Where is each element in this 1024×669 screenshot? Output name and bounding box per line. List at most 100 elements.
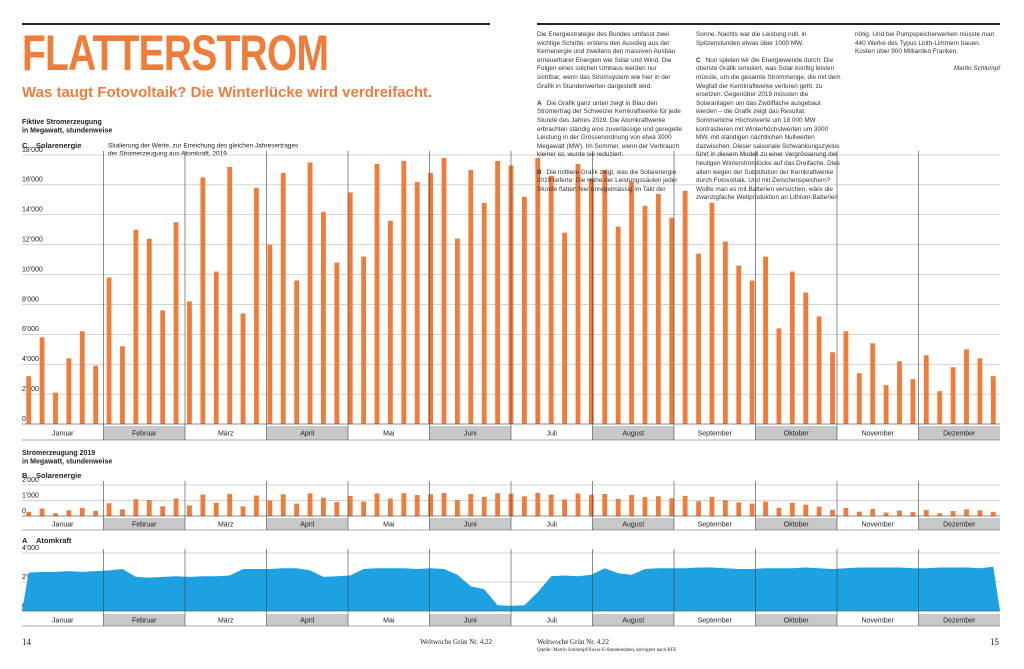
month-label: Januar	[52, 430, 74, 437]
bar	[964, 349, 969, 424]
bar	[615, 226, 621, 424]
y-tick-label: 0	[22, 416, 26, 423]
month-band	[266, 518, 348, 530]
bar	[39, 337, 45, 424]
bar	[789, 271, 795, 424]
bar	[655, 193, 661, 424]
bar	[160, 310, 166, 424]
bar	[173, 498, 179, 516]
month-band	[103, 518, 185, 530]
bar	[843, 331, 849, 424]
bar	[321, 211, 326, 424]
month-band	[592, 614, 674, 626]
bar	[830, 509, 835, 516]
bar	[428, 494, 434, 516]
month-band	[755, 518, 837, 530]
page-number: 15	[990, 637, 999, 647]
month-label: Januar	[52, 617, 74, 624]
bar	[722, 241, 728, 424]
month-band	[918, 518, 1000, 530]
bar	[280, 494, 286, 516]
y-tick-label: 18'000	[22, 147, 43, 154]
bar	[669, 217, 675, 424]
bar	[39, 508, 45, 516]
month-band	[429, 614, 511, 626]
month-label: März	[218, 430, 234, 437]
y-tick-label: 16'000	[22, 177, 43, 184]
bar	[575, 163, 581, 424]
bar	[696, 253, 701, 424]
bar	[93, 510, 99, 516]
bar	[521, 496, 527, 516]
bar	[66, 358, 72, 424]
month-label: Februar	[132, 521, 157, 528]
y-tick-label: 4'000	[22, 545, 39, 552]
bar	[562, 232, 568, 424]
month-label: Oktober	[784, 430, 810, 437]
bar	[79, 331, 85, 424]
bar	[776, 328, 782, 424]
month-label: Dezember	[943, 521, 976, 528]
paragraph-text: Nun spielen wir die Energiewende durch: …	[696, 31, 995, 202]
paragraph-text: Die Energiestrategie des Bundes umfasst …	[537, 31, 676, 90]
bar	[307, 162, 313, 424]
author: Martin Schlumpf	[953, 65, 1000, 73]
bar	[642, 205, 648, 424]
annotation: Skalierung der Werte, zur Erreichung des…	[108, 143, 299, 150]
bar	[441, 157, 447, 424]
bar	[749, 503, 755, 516]
bar	[280, 172, 286, 424]
bar	[669, 498, 675, 516]
bar	[106, 277, 112, 424]
bar	[468, 493, 474, 516]
bar	[883, 512, 889, 516]
bar	[870, 343, 876, 424]
bar	[615, 498, 621, 516]
month-band	[103, 614, 185, 626]
source: Quelle: Martin Schlumpf/Swiss-E-Stundend…	[537, 648, 677, 653]
issue: Weltwoche Grün Nr. 4.22	[420, 638, 492, 646]
bar	[374, 493, 380, 516]
panel-letter: C	[22, 141, 28, 150]
bar	[334, 262, 340, 424]
month-band	[592, 426, 674, 440]
bar	[26, 376, 32, 424]
paragraph-marker: C	[696, 56, 701, 64]
month-label: Juni	[464, 521, 477, 528]
bar	[187, 301, 192, 424]
month-label: Juli	[546, 521, 557, 528]
month-label: September	[698, 617, 733, 624]
month-band	[429, 426, 511, 440]
bar	[575, 493, 581, 516]
bar	[776, 507, 782, 516]
bar	[588, 178, 594, 424]
month-label: Februar	[132, 430, 157, 437]
bar	[856, 373, 862, 424]
bar	[950, 511, 956, 516]
bar	[709, 202, 715, 424]
bar	[388, 498, 393, 516]
bar	[414, 181, 420, 424]
month-label: Januar	[52, 521, 74, 528]
paragraph-text: Die mittlere Grafik zeigt, was die Solar…	[537, 31, 807, 193]
panel-letter: A	[22, 536, 28, 545]
bar	[93, 365, 99, 424]
bar	[709, 496, 715, 516]
page-number: 14	[22, 637, 31, 647]
bar	[401, 160, 407, 424]
bar	[120, 509, 125, 516]
bar	[789, 502, 795, 516]
bar	[240, 313, 246, 424]
month-band	[103, 426, 185, 440]
bar	[977, 510, 983, 516]
bar	[803, 504, 809, 516]
chart-heading: Fiktive Stromerzeugung	[22, 119, 102, 126]
bar	[294, 280, 300, 424]
bar	[267, 244, 273, 424]
month-label: April	[300, 521, 314, 528]
headline: FLATTERSTROM	[22, 25, 329, 81]
bar	[401, 493, 407, 516]
month-label: Juni	[464, 430, 477, 437]
month-label: August	[622, 617, 644, 624]
bar	[629, 495, 634, 516]
